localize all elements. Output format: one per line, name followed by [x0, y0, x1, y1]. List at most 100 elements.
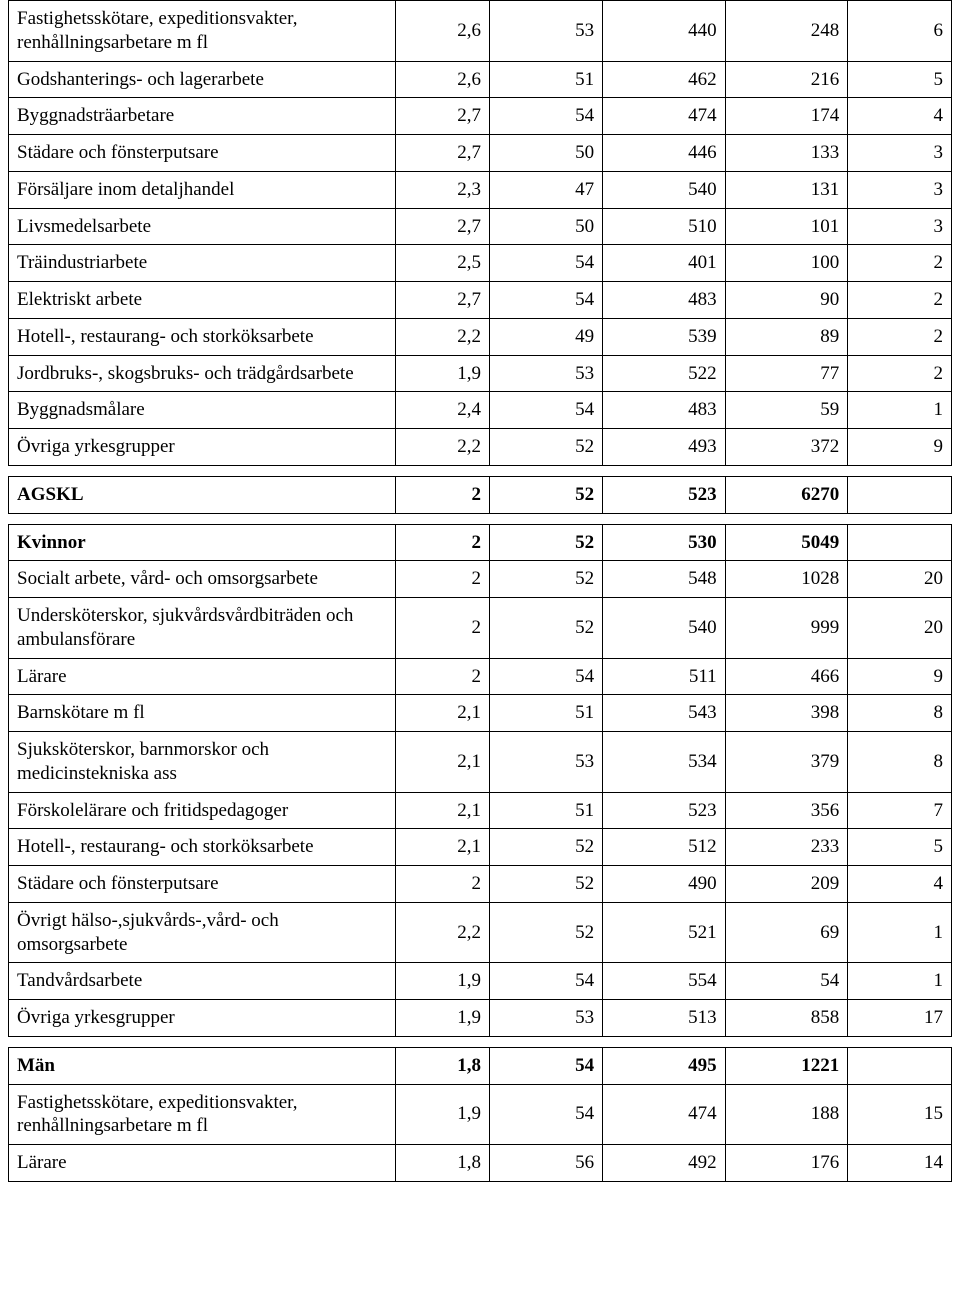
row-value: 51 [489, 61, 602, 98]
row-value: 2,1 [395, 732, 489, 793]
row-value: 53 [489, 1, 602, 62]
row-value: 52 [489, 561, 602, 598]
table-row: Övriga yrkesgrupper1,95351385817 [9, 1000, 952, 1037]
row-value: 52 [489, 902, 602, 963]
row-label: Fastighetsskötare, expeditionsvakter, re… [9, 1, 396, 62]
table-row: Byggnadsmålare2,454483591 [9, 392, 952, 429]
row-label: Livsmedelsarbete [9, 208, 396, 245]
table-row: Tandvårdsarbete1,954554541 [9, 963, 952, 1000]
table-row: Godshanterings- och lagerarbete2,6514622… [9, 61, 952, 98]
table-row: Socialt arbete, vård- och omsorgsarbete2… [9, 561, 952, 598]
row-value: 9 [848, 658, 952, 695]
table-row: Kvinnor2525305049 [9, 524, 952, 561]
row-value: 483 [603, 282, 726, 319]
row-value: 522 [603, 355, 726, 392]
row-value: 543 [603, 695, 726, 732]
spacer-cell [9, 465, 952, 476]
row-value: 440 [603, 1, 726, 62]
row-value: 548 [603, 561, 726, 598]
table-row: Undersköterskor, sjukvårdsvårdbiträden o… [9, 598, 952, 659]
row-value: 2,7 [395, 98, 489, 135]
row-value: 54 [489, 98, 602, 135]
row-value: 69 [725, 902, 848, 963]
row-label: Lärare [9, 1145, 396, 1182]
row-value: 2,6 [395, 61, 489, 98]
row-label: Förskolelärare och fritidspedagoger [9, 792, 396, 829]
row-value: 2,1 [395, 829, 489, 866]
row-value: 9 [848, 429, 952, 466]
row-label: Män [9, 1047, 396, 1084]
row-value: 54 [489, 658, 602, 695]
row-value: 513 [603, 1000, 726, 1037]
row-value: 133 [725, 135, 848, 172]
row-value: 54 [489, 963, 602, 1000]
row-value: 100 [725, 245, 848, 282]
table-row: Övriga yrkesgrupper2,2524933729 [9, 429, 952, 466]
row-value: 8 [848, 695, 952, 732]
table-row: Lärare1,85649217614 [9, 1145, 952, 1182]
row-value: 540 [603, 598, 726, 659]
row-value: 59 [725, 392, 848, 429]
row-value: 52 [489, 429, 602, 466]
table-row: Livsmedelsarbete2,7505101013 [9, 208, 952, 245]
row-value: 2 [848, 355, 952, 392]
row-label: Tandvårdsarbete [9, 963, 396, 1000]
row-value [848, 524, 952, 561]
table-row: Byggnadsträarbetare2,7544741744 [9, 98, 952, 135]
table-row: AGSKL2525236270 [9, 476, 952, 513]
row-value: 77 [725, 355, 848, 392]
row-label: Undersköterskor, sjukvårdsvårdbiträden o… [9, 598, 396, 659]
row-label: Jordbruks-, skogsbruks- och trädgårdsarb… [9, 355, 396, 392]
table-row: Lärare2545114669 [9, 658, 952, 695]
row-value: 1 [848, 902, 952, 963]
row-value: 1 [848, 392, 952, 429]
row-value: 53 [489, 732, 602, 793]
table-row: Barnskötare m fl2,1515433988 [9, 695, 952, 732]
row-value: 2 [395, 524, 489, 561]
table-row: Hotell-, restaurang- och storköksarbete2… [9, 318, 952, 355]
row-value: 2 [395, 561, 489, 598]
row-value: 2 [395, 866, 489, 903]
row-value: 248 [725, 1, 848, 62]
row-value: 492 [603, 1145, 726, 1182]
table-row: Städare och fönsterputsare2,7504461333 [9, 135, 952, 172]
row-value: 495 [603, 1047, 726, 1084]
row-value: 20 [848, 561, 952, 598]
row-value: 49 [489, 318, 602, 355]
row-value: 554 [603, 963, 726, 1000]
row-value: 2,7 [395, 282, 489, 319]
row-value: 398 [725, 695, 848, 732]
table-row: Män1,8544951221 [9, 1047, 952, 1084]
row-value: 56 [489, 1145, 602, 1182]
row-value: 131 [725, 171, 848, 208]
row-value: 52 [489, 866, 602, 903]
spacer-row [9, 513, 952, 524]
row-value: 17 [848, 1000, 952, 1037]
row-label: Kvinnor [9, 524, 396, 561]
row-value: 999 [725, 598, 848, 659]
row-label: Städare och fönsterputsare [9, 866, 396, 903]
row-value: 446 [603, 135, 726, 172]
table-row: Fastighetsskötare, expeditionsvakter, re… [9, 1, 952, 62]
row-value: 1,8 [395, 1145, 489, 1182]
row-label: Övriga yrkesgrupper [9, 429, 396, 466]
row-value: 3 [848, 208, 952, 245]
row-value: 174 [725, 98, 848, 135]
row-value: 51 [489, 695, 602, 732]
row-value: 523 [603, 476, 726, 513]
row-value: 54 [489, 1084, 602, 1145]
row-value: 14 [848, 1145, 952, 1182]
row-label: Fastighetsskötare, expeditionsvakter, re… [9, 1084, 396, 1145]
row-label: Elektriskt arbete [9, 282, 396, 319]
row-value: 7 [848, 792, 952, 829]
row-value: 53 [489, 355, 602, 392]
row-value: 90 [725, 282, 848, 319]
row-value: 54 [489, 1047, 602, 1084]
row-value: 4 [848, 98, 952, 135]
data-table: Fastighetsskötare, expeditionsvakter, re… [8, 0, 952, 1182]
row-value: 523 [603, 792, 726, 829]
row-value: 521 [603, 902, 726, 963]
row-value: 20 [848, 598, 952, 659]
row-value: 539 [603, 318, 726, 355]
row-value: 401 [603, 245, 726, 282]
